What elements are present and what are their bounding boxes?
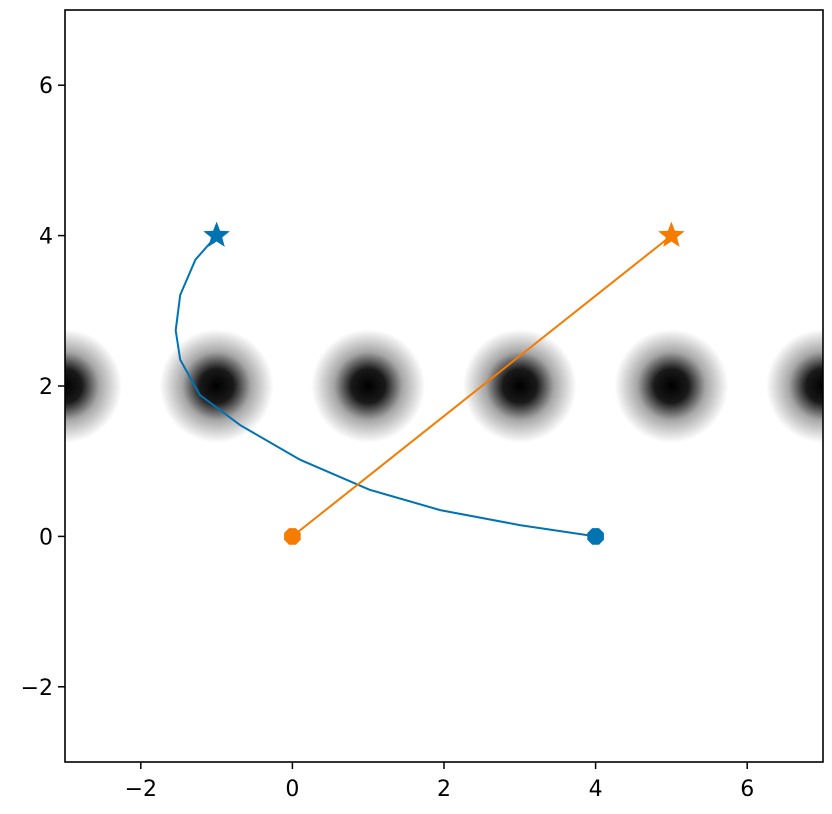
obstacle	[159, 329, 274, 443]
obstacle	[311, 329, 426, 443]
y-tick-label: 2	[39, 375, 53, 400]
y-tick-label: 0	[39, 525, 53, 550]
x-tick-label: 0	[285, 777, 299, 802]
obstacle	[614, 329, 729, 443]
y-tick-label: −2	[21, 676, 53, 701]
obstacle	[65, 329, 122, 443]
trajectory	[291, 234, 673, 538]
x-tick-label: 6	[740, 777, 754, 802]
plot-area	[65, 329, 823, 443]
goal-marker	[203, 221, 230, 247]
x-tick-label: 4	[589, 777, 603, 802]
start-marker	[587, 528, 604, 545]
goal-marker	[658, 221, 685, 247]
obstacle	[462, 329, 577, 443]
x-tick-label: 2	[437, 777, 451, 802]
obstacle	[766, 329, 823, 443]
start-marker	[284, 528, 301, 545]
trajectory	[174, 234, 596, 538]
y-tick-label: 4	[39, 225, 53, 250]
y-tick-label: 6	[39, 74, 53, 99]
x-tick-label: −2	[125, 777, 157, 802]
